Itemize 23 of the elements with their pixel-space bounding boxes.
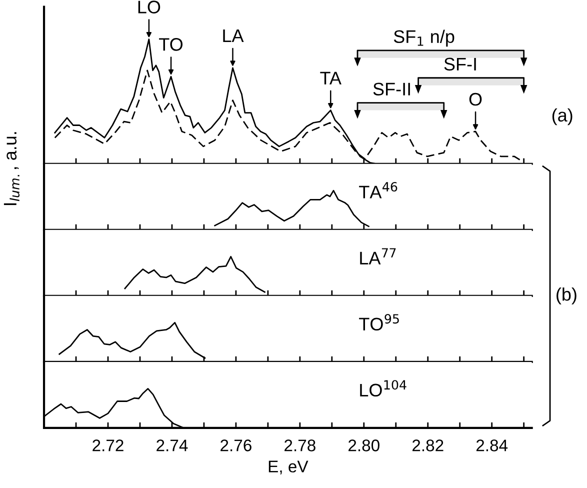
x-tick-label: 2.82 <box>412 440 444 452</box>
annotation: TA <box>320 72 342 84</box>
band-label: SF-I <box>444 58 476 71</box>
x-tick-label: 2.80 <box>348 440 380 452</box>
x-tick-label: 2.76 <box>220 440 252 452</box>
band-label: SF-II <box>373 82 410 96</box>
text: LA$^{77}$ <box>360 248 396 264</box>
series-label: TA$^{46}$ <box>359 182 398 198</box>
annotation: LO <box>138 0 160 14</box>
text: (a) <box>552 108 572 126</box>
x-axis-title: E, eV <box>268 460 308 474</box>
band-label: SF$_{1}$ n/p <box>394 30 454 47</box>
x-tick-label: 2.72 <box>92 440 124 452</box>
text: TO$^{95}$ <box>359 314 399 331</box>
annotation: TO <box>159 38 183 51</box>
x-tick-label: 2.78 <box>284 440 316 452</box>
text: (b) <box>556 288 576 304</box>
annotation: LA <box>223 30 244 42</box>
x-tick-label: 2.74 <box>156 440 188 452</box>
x-tick-label: 2.84 <box>476 440 508 452</box>
text: LO$^{104}$ <box>360 380 406 397</box>
y-axis-title: I$_{lum.}$, a.u. <box>4 132 20 206</box>
annotation: O <box>469 92 482 106</box>
